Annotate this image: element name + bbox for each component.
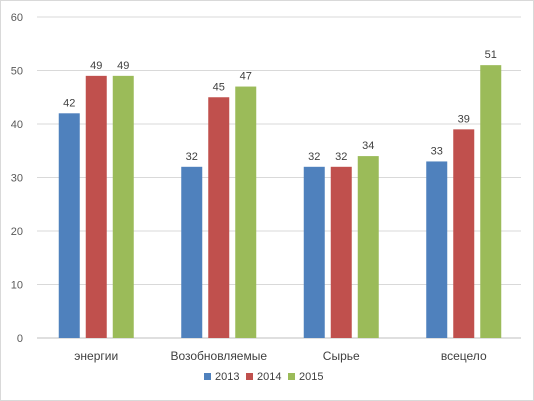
legend-swatch <box>288 373 295 380</box>
bar <box>480 65 502 339</box>
bar <box>303 166 325 338</box>
bar <box>181 166 203 338</box>
x-category-label: энергии <box>74 349 118 363</box>
y-tick-label: 20 <box>11 226 23 238</box>
data-label: 49 <box>117 60 129 72</box>
x-category-label: Возобновляемые <box>170 349 267 363</box>
y-tick-label: 10 <box>11 280 23 292</box>
legend-label: 2013 <box>215 371 239 383</box>
bar <box>453 129 475 338</box>
legend: 2013 2014 2015 <box>204 371 323 383</box>
bar <box>357 156 379 338</box>
legend-label: 2015 <box>299 371 323 383</box>
x-category-label: всецело <box>441 349 487 363</box>
data-label: 51 <box>485 49 497 61</box>
bar <box>426 161 448 338</box>
data-label: 32 <box>186 151 198 163</box>
y-tick-label: 30 <box>11 173 23 185</box>
x-axis-categories: энергии Возобновляемые Сырье всецело <box>74 349 487 363</box>
data-labels: 42 49 49 32 45 47 32 32 34 33 39 51 <box>63 49 497 163</box>
bar <box>85 75 107 338</box>
y-axis-ticks: 0 10 20 30 40 50 60 <box>11 12 23 345</box>
bar <box>235 86 257 338</box>
data-label: 42 <box>63 97 75 109</box>
bar <box>330 166 352 338</box>
bars <box>58 65 502 339</box>
data-label: 47 <box>240 71 252 83</box>
data-label: 32 <box>335 151 347 163</box>
y-tick-label: 40 <box>11 119 23 131</box>
bar <box>112 75 134 338</box>
bar <box>208 97 230 338</box>
legend-swatch <box>246 373 253 380</box>
legend-swatch <box>204 373 211 380</box>
data-label: 32 <box>308 151 320 163</box>
data-label: 34 <box>362 140 374 152</box>
data-label: 45 <box>213 81 225 93</box>
y-tick-label: 50 <box>11 66 23 78</box>
data-label: 39 <box>458 113 470 125</box>
y-tick-label: 60 <box>11 12 23 24</box>
gridlines <box>37 16 521 339</box>
y-tick-label: 0 <box>17 333 23 345</box>
data-label: 33 <box>431 145 443 157</box>
bar <box>58 113 80 338</box>
data-label: 49 <box>90 60 102 72</box>
legend-label: 2014 <box>257 371 281 383</box>
x-category-label: Сырье <box>323 349 360 363</box>
